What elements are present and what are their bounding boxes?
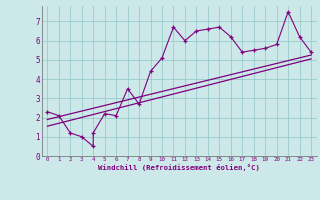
X-axis label: Windchill (Refroidissement éolien,°C): Windchill (Refroidissement éolien,°C) (98, 164, 260, 171)
